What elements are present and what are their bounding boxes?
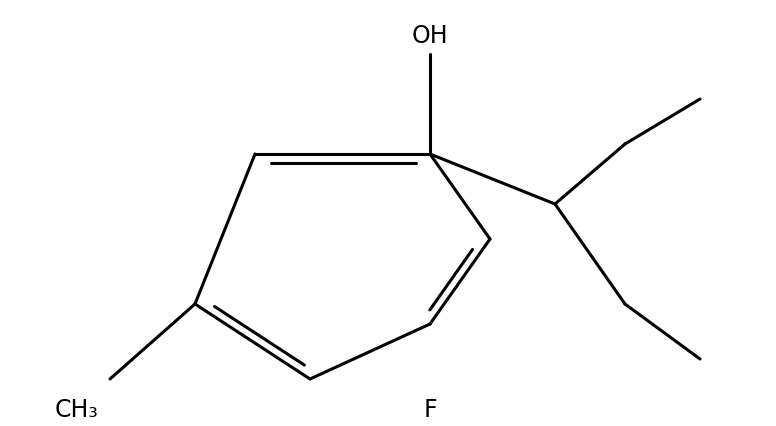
Text: F: F <box>423 397 437 421</box>
Text: CH₃: CH₃ <box>55 397 99 421</box>
Text: OH: OH <box>412 24 449 48</box>
